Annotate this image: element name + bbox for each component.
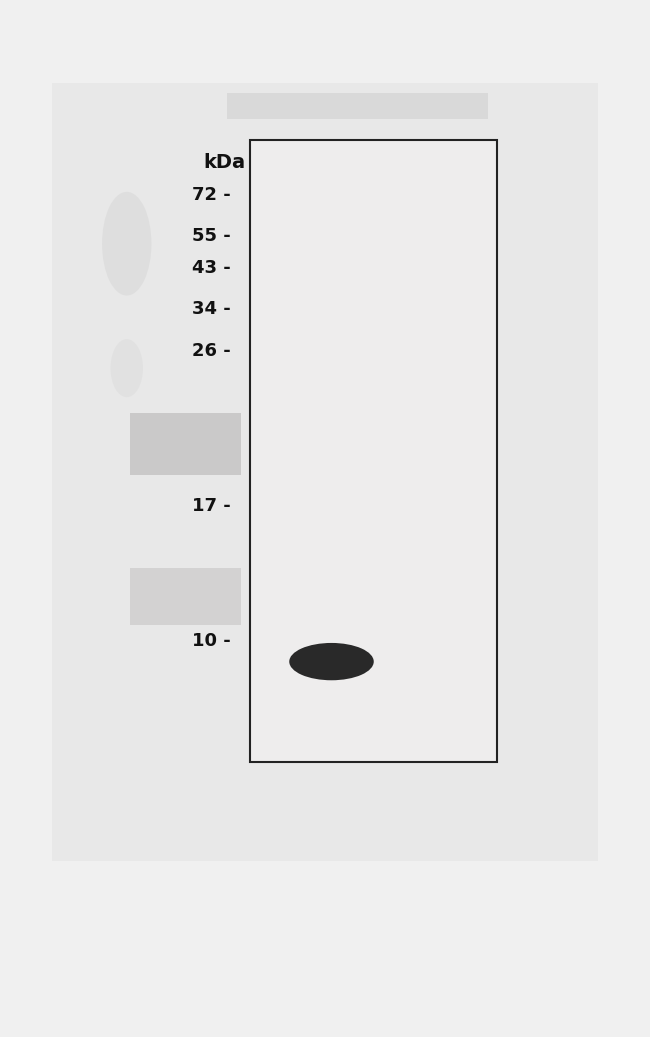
Ellipse shape: [111, 339, 143, 397]
FancyBboxPatch shape: [130, 568, 240, 625]
Text: 17 -: 17 -: [192, 497, 231, 515]
FancyBboxPatch shape: [130, 413, 240, 475]
Text: 55 -: 55 -: [192, 227, 231, 246]
FancyBboxPatch shape: [227, 93, 488, 119]
Text: kDa: kDa: [203, 153, 245, 172]
Text: 34 -: 34 -: [192, 300, 231, 318]
Ellipse shape: [289, 643, 374, 680]
Text: 10 -: 10 -: [192, 632, 231, 650]
FancyBboxPatch shape: [250, 140, 497, 762]
Ellipse shape: [102, 192, 151, 296]
Text: 26 -: 26 -: [192, 341, 231, 360]
FancyBboxPatch shape: [52, 83, 598, 861]
Text: 43 -: 43 -: [192, 258, 231, 277]
Text: 72 -: 72 -: [192, 186, 231, 204]
